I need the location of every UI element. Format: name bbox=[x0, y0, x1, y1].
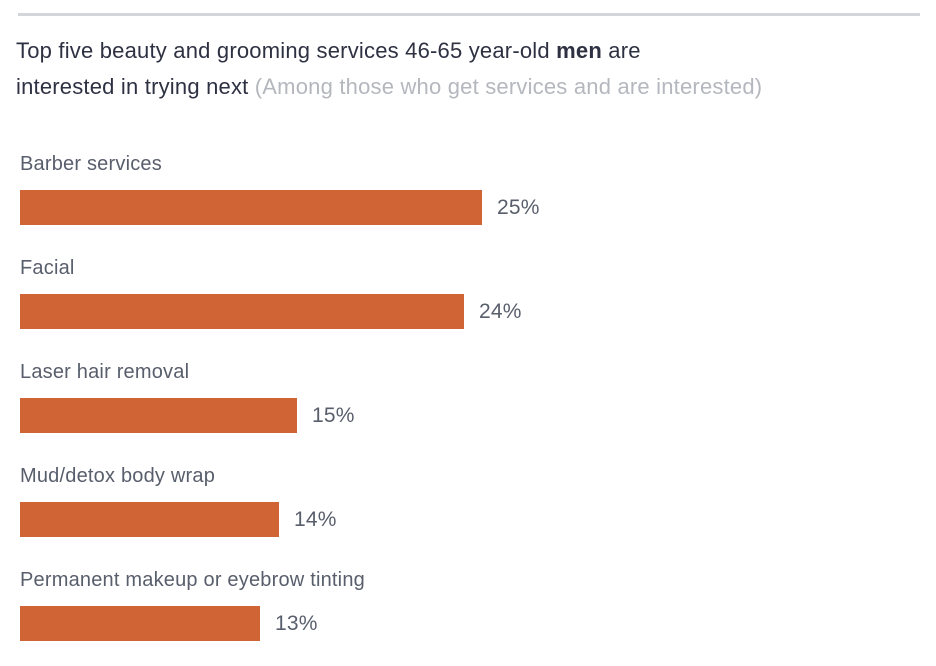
bar bbox=[20, 502, 279, 537]
category-label: Barber services bbox=[20, 153, 162, 175]
category-label: Facial bbox=[20, 257, 75, 279]
chart-subtitle: (Among those who get services and are in… bbox=[254, 74, 763, 99]
chart-row: Facial 24% bbox=[20, 256, 916, 329]
chart-title: Top five beauty and grooming services 46… bbox=[16, 33, 762, 105]
bar-chart: Barber services 25% Facial 24% Laser hair re… bbox=[20, 152, 916, 666]
bar-line: 25% bbox=[20, 190, 916, 225]
bar bbox=[20, 294, 464, 329]
value-label: 15% bbox=[312, 403, 355, 427]
title-text-2: interested in trying next bbox=[16, 74, 255, 99]
chart-row: Permanent makeup or eyebrow tinting 13% bbox=[20, 568, 916, 641]
bar bbox=[20, 190, 482, 225]
bar bbox=[20, 606, 260, 641]
bar bbox=[20, 398, 297, 433]
chart-row: Barber services 25% bbox=[20, 152, 916, 225]
category-label: Mud/detox body wrap bbox=[20, 465, 216, 487]
bar-line: 15% bbox=[20, 398, 916, 433]
bar-line: 14% bbox=[20, 502, 916, 537]
chart-row: Mud/detox body wrap 14% bbox=[20, 464, 916, 537]
top-divider bbox=[18, 13, 920, 16]
category-label: Laser hair removal bbox=[20, 361, 190, 383]
bar-line: 13% bbox=[20, 606, 916, 641]
bar-line: 24% bbox=[20, 294, 916, 329]
title-bold-men: men bbox=[556, 38, 602, 63]
value-label: 14% bbox=[294, 507, 337, 531]
title-text: Top five beauty and grooming services 46… bbox=[16, 38, 557, 63]
title-text-suffix: are bbox=[601, 38, 641, 63]
title-line-2: interested in trying next (Among those w… bbox=[16, 74, 762, 99]
value-label: 24% bbox=[479, 299, 522, 323]
title-line-1: Top five beauty and grooming services 46… bbox=[16, 38, 641, 63]
value-label: 25% bbox=[497, 195, 540, 219]
chart-row: Laser hair removal 15% bbox=[20, 360, 916, 433]
category-label: Permanent makeup or eyebrow tinting bbox=[20, 569, 365, 591]
value-label: 13% bbox=[275, 611, 318, 635]
